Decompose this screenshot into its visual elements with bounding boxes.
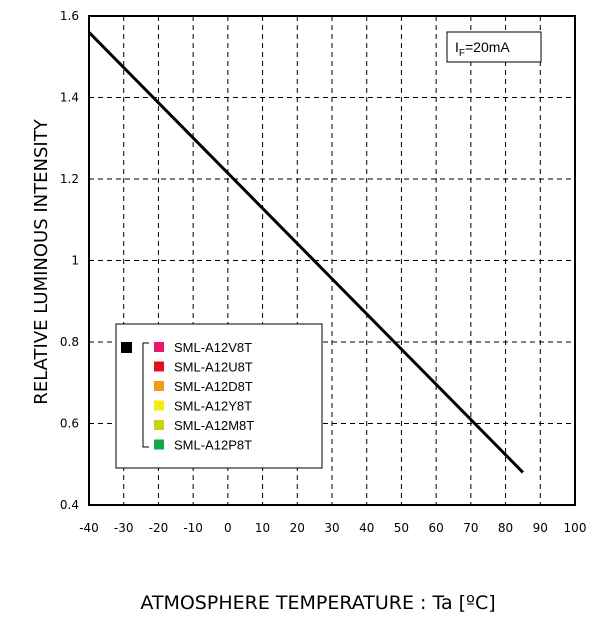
y-tick-label: 1 (71, 254, 79, 268)
x-tick-label: -40 (79, 521, 99, 535)
legend-entry: SML-A12V8T (174, 340, 252, 355)
x-tick-label: 0 (224, 521, 232, 535)
legend-swatch (154, 342, 164, 352)
y-tick-label: 0.6 (60, 417, 79, 431)
x-tick-label: 80 (498, 521, 513, 535)
plot-frame (88, 15, 576, 506)
legend-bracket (142, 342, 149, 448)
x-tick-label: 30 (324, 521, 339, 535)
legend: SML-A12V8T SML-A12U8T SML-A12D8T SML-A12Y8T… (115, 323, 323, 469)
grid (89, 16, 575, 505)
x-tick-label: -30 (114, 521, 134, 535)
legend-series-marker (121, 342, 132, 353)
condition-frame (446, 31, 542, 63)
x-tick-label: 60 (429, 521, 444, 535)
x-tick-label: 50 (394, 521, 409, 535)
y-tick-label: 0.8 (60, 335, 79, 349)
x-tick-label: 100 (564, 521, 587, 535)
x-axis-label: ATMOSPHERE TEMPERATURE : Ta [ºC] (140, 592, 495, 614)
condition-label: IF=20mA (455, 39, 510, 59)
legend-entry: SML-A12Y8T (174, 399, 252, 414)
x-tick-label: 40 (359, 521, 374, 535)
x-tick-label: -10 (183, 521, 203, 535)
legend-swatch (154, 361, 164, 372)
y-tick-label: 1.6 (60, 9, 79, 23)
x-tick-label: 90 (533, 521, 548, 535)
y-axis-label: RELATIVE LUMINOUS INTENSITY (31, 118, 52, 404)
x-tick-label: 70 (463, 521, 478, 535)
x-tick-labels: -40 -30 -20 -10 0 10 20 30 40 50 60 70 80 90 100 (79, 521, 586, 535)
x-tick-label: 20 (290, 521, 305, 535)
y-tick-label: 1.2 (60, 172, 79, 186)
x-tick-label: 10 (255, 521, 270, 535)
legend-entry: SML-A12P8T (174, 438, 252, 453)
x-tick-label: -20 (149, 521, 169, 535)
condition-box: IF=20mA (446, 31, 542, 63)
legend-swatch (154, 439, 164, 450)
series-group (87, 31, 524, 474)
legend-swatch (154, 420, 164, 430)
legend-entry: SML-A12U8T (174, 360, 253, 375)
legend-frame (115, 323, 323, 469)
y-tick-labels: 0.4 0.6 0.8 1 1.2 1.4 1.6 (60, 9, 79, 512)
legend-swatch (154, 400, 164, 411)
legend-entry: SML-A12D8T (174, 379, 253, 394)
legend-entry: SML-A12M8T (174, 418, 254, 433)
legend-swatch (154, 381, 164, 391)
series-line (87, 31, 524, 474)
y-tick-label: 0.4 (60, 498, 79, 512)
y-tick-label: 1.4 (60, 91, 79, 105)
